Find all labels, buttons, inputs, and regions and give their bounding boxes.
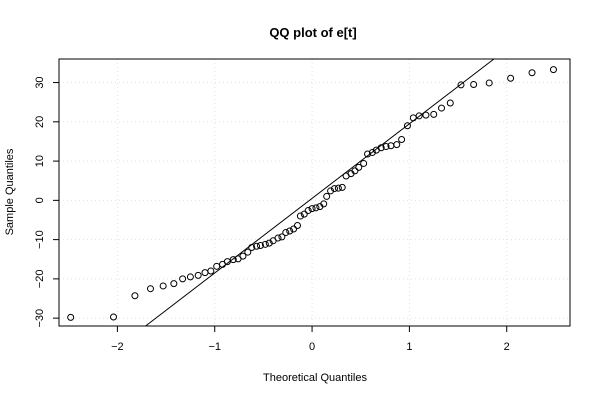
chart-title: QQ plot of e[t] xyxy=(269,25,356,40)
data-point xyxy=(248,243,256,251)
y-tick-label: −10 xyxy=(34,230,46,249)
data-point xyxy=(403,122,411,130)
data-point xyxy=(67,313,75,321)
data-point xyxy=(213,262,221,270)
data-point xyxy=(229,256,237,264)
data-point xyxy=(201,269,209,277)
data-point xyxy=(422,111,430,119)
data-point xyxy=(253,242,261,250)
data-point xyxy=(159,282,167,290)
x-tick-label: −1 xyxy=(208,341,221,353)
data-point xyxy=(179,275,187,283)
x-axis: −2 −1 0 1 2 xyxy=(111,326,510,353)
data-point xyxy=(438,104,446,112)
data-point xyxy=(415,112,423,120)
data-point xyxy=(351,167,359,175)
data-point xyxy=(507,74,515,82)
data-point xyxy=(355,163,363,171)
plot-frame xyxy=(58,58,571,327)
x-tick-label: −2 xyxy=(111,341,124,353)
data-point xyxy=(368,148,376,156)
data-point xyxy=(194,271,202,279)
data-point xyxy=(377,144,385,152)
y-tick-label: 10 xyxy=(34,155,46,167)
data-point xyxy=(207,267,215,275)
data-point xyxy=(446,99,454,107)
data-point xyxy=(290,225,298,233)
data-point xyxy=(457,81,465,89)
data-point xyxy=(323,192,331,200)
data-point xyxy=(282,229,290,237)
data-point xyxy=(286,227,294,235)
data-point xyxy=(278,233,286,241)
data-point xyxy=(300,210,308,218)
data-point xyxy=(549,66,557,74)
data-point xyxy=(382,143,390,151)
grid-lines xyxy=(59,59,570,326)
y-tick-label: 30 xyxy=(34,76,46,88)
data-point xyxy=(330,185,338,193)
data-point xyxy=(398,135,406,143)
data-point xyxy=(296,212,304,220)
data-point xyxy=(304,207,312,215)
data-point xyxy=(274,234,282,242)
data-point xyxy=(364,150,372,158)
data-point xyxy=(334,184,342,192)
data-point xyxy=(256,242,264,250)
data-point xyxy=(239,252,247,260)
data-point xyxy=(470,81,478,89)
x-axis-label: Theoretical Quantiles xyxy=(263,372,367,384)
y-tick-label: −20 xyxy=(34,270,46,289)
y-axis: −30 −20 −10 0 10 20 30 xyxy=(34,76,59,327)
data-point xyxy=(131,292,139,300)
data-points xyxy=(67,66,557,321)
x-tick-label: 0 xyxy=(309,341,315,353)
data-point xyxy=(186,273,194,281)
qq-reference-line xyxy=(145,58,495,327)
data-point xyxy=(360,159,368,167)
data-point xyxy=(528,69,536,77)
reference-line xyxy=(145,58,495,327)
data-point xyxy=(485,79,493,87)
data-point xyxy=(393,141,401,149)
data-point xyxy=(261,240,269,248)
y-tick-label: 20 xyxy=(34,116,46,128)
data-point xyxy=(146,285,154,293)
data-point xyxy=(170,280,178,288)
data-point xyxy=(265,239,273,247)
y-axis-label: Sample Quantiles xyxy=(4,148,16,235)
x-tick-label: 1 xyxy=(406,341,412,353)
data-point xyxy=(430,110,438,118)
x-tick-label: 2 xyxy=(504,341,510,353)
data-point xyxy=(293,221,301,229)
y-tick-label: 0 xyxy=(34,197,46,203)
data-point xyxy=(244,248,252,256)
data-point xyxy=(320,200,328,208)
data-point xyxy=(110,313,118,321)
data-point xyxy=(308,205,316,213)
data-point xyxy=(338,183,346,191)
data-point xyxy=(327,187,335,195)
data-point xyxy=(409,114,417,122)
data-point xyxy=(312,204,320,212)
y-tick-label: −30 xyxy=(34,309,46,328)
